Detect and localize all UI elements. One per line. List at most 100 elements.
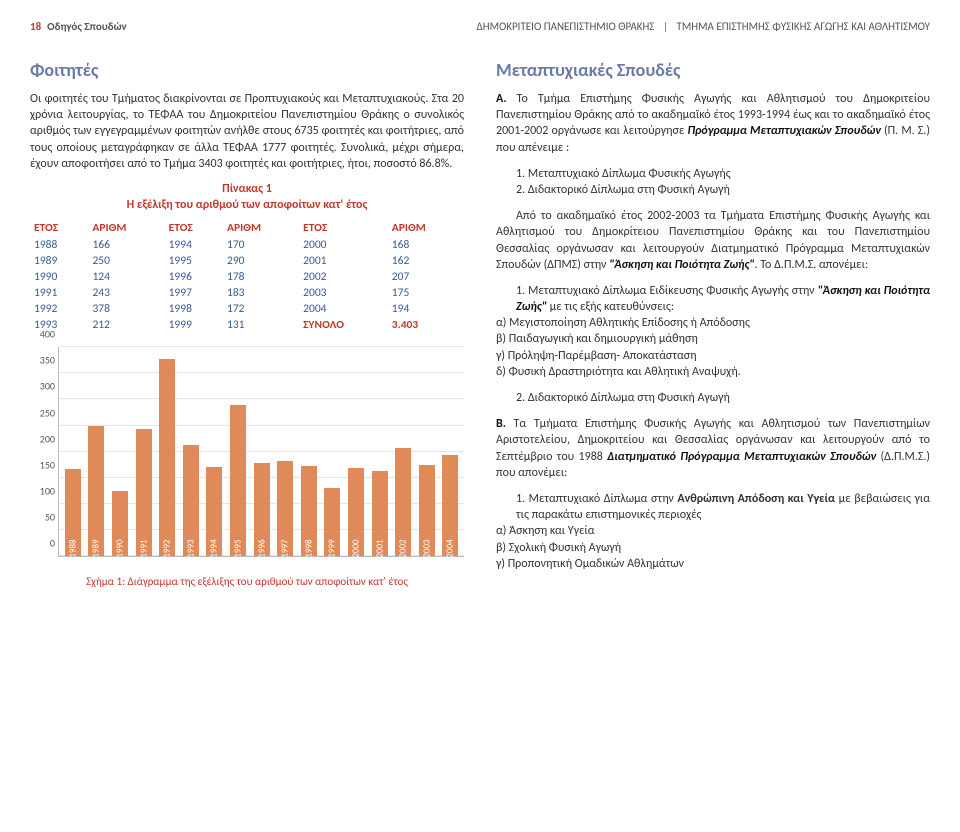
postgrad-heading: Μεταπτυχιακές Σπουδές: [496, 59, 930, 81]
chart-bar-label: 1999: [327, 540, 338, 558]
list2-item1-a: 1. Μεταπτυχιακό Δίπλωμα Ειδίκευσης Φυσικ…: [516, 284, 818, 298]
chart-bar-label: 1997: [280, 540, 291, 558]
chart-bar-wrap: 1994: [203, 347, 227, 556]
table-cell: 2000: [299, 237, 388, 253]
table-cell: 168: [388, 237, 464, 253]
table-title: Πίνακας 1 Η εξέλιξη του αριθμού των αποφ…: [30, 182, 464, 213]
header-separator: |: [663, 20, 668, 33]
header-right: ΔΗΜΟΚΡΙΤΕΙΟ ΠΑΝΕΠΙΣΤΗΜΙΟ ΘΡΑΚΗΣ | ΤΜΗΜΑ …: [477, 20, 930, 33]
table-cell: 250: [88, 253, 164, 269]
chart-bar-label: 1988: [67, 540, 78, 558]
list3-a: α) Άσκηση και Υγεία: [496, 523, 930, 539]
chart-bar-label: 1990: [114, 540, 125, 558]
chart-ytick: 150: [31, 458, 55, 471]
list3-c: γ) Προπονητική Ομαδικών Αθλημάτων: [496, 556, 930, 572]
th-count-1: ΑΡΙΘΜ: [88, 219, 164, 237]
table-cell: 1990: [30, 269, 88, 285]
th-count-3: ΑΡΙΘΜ: [388, 219, 464, 237]
th-year-1: ΕΤΟΣ: [30, 219, 88, 237]
th-year-3: ΕΤΟΣ: [299, 219, 388, 237]
chart-ytick: 200: [31, 432, 55, 445]
table-cell: ΣΥΝΟΛΟ: [299, 317, 388, 333]
list3-item1-a: 1. Μεταπτυχιακό Δίπλωμα στην: [516, 492, 677, 506]
table-cell: 131: [223, 317, 299, 333]
section-b-bold: Διατμηματικό Πρόγραμμα Μεταπτυχιακών Σπο…: [607, 450, 876, 464]
list3-item1: 1. Μεταπτυχιακό Δίπλωμα στην Ανθρώπινη Α…: [496, 491, 930, 523]
chart-bar-label: 1996: [256, 540, 267, 558]
table-row: 198925019952902001162: [30, 253, 464, 269]
students-heading: Φοιτητές: [30, 59, 464, 81]
table-cell: 1989: [30, 253, 88, 269]
list3-b: β) Σχολική Φυσική Αγωγή: [496, 540, 930, 556]
table-cell: 183: [223, 285, 299, 301]
list2-item2: 2. Διδακτορικό Δίπλωμα στη Φυσική Αγωγή: [496, 390, 930, 406]
right-column: Μεταπτυχιακές Σπουδές Α. Το Τμήμα Επιστή…: [496, 53, 930, 588]
section-a-bold: Πρόγραμμα Μεταπτυχιακών Σπουδών: [687, 124, 880, 138]
table-cell: 175: [388, 285, 464, 301]
chart-ytick: 350: [31, 354, 55, 367]
table-cell: 2003: [299, 285, 388, 301]
list2-d: δ) Φυσική Δραστηριότητα και Αθλητική Ανα…: [496, 364, 930, 380]
list2-b: β) Παιδαγωγική και δημιουργική μάθηση: [496, 331, 930, 347]
department-name: ΤΜΗΜΑ ΕΠΙΣΤΗΜΗΣ ΦΥΣΙΚΗΣ ΑΓΩΓΗΣ ΚΑΙ ΑΘΛΗΤ…: [676, 20, 930, 33]
chart-bar-wrap: 2001: [368, 347, 392, 556]
th-year-2: ΕΤΟΣ: [165, 219, 223, 237]
chart-bar: [136, 429, 152, 556]
chart-bar-label: 1994: [209, 540, 220, 558]
chart-ytick: 250: [31, 406, 55, 419]
chart-bar-wrap: 1991: [132, 347, 156, 556]
chart-ytick: 50: [31, 511, 55, 524]
chart-bar-label: 1995: [232, 540, 243, 558]
table-cell: 1991: [30, 285, 88, 301]
list1-item1: 1. Μεταπτυχιακό Δίπλωμα Φυσικής Αγωγής: [496, 166, 930, 182]
chart-bar-wrap: 1992: [155, 347, 179, 556]
list1-item2: 2. Διδακτορικό Δίπλωμα στη Φυσική Αγωγή: [496, 182, 930, 198]
para-2002: Από το ακαδημαϊκό έτος 2002-2003 τα Τμήμ…: [496, 208, 930, 273]
chart-bar-wrap: 1996: [250, 347, 274, 556]
table-row: 199012419961782002207: [30, 269, 464, 285]
chart-caption: Σχήμα 1: Διάγραμμα της εξέλιξης του αριθ…: [30, 575, 464, 588]
chart-ytick: 100: [31, 484, 55, 497]
table-cell: 1996: [165, 269, 223, 285]
chart-bar-label: 1989: [91, 540, 102, 558]
chart-bar-label: 1992: [162, 540, 173, 558]
table-header-row: ΕΤΟΣ ΑΡΙΘΜ ΕΤΟΣ ΑΡΙΘΜ ΕΤΟΣ ΑΡΙΘΜ: [30, 219, 464, 237]
chart-bar-label: 2004: [445, 540, 456, 558]
table-cell: 207: [388, 269, 464, 285]
section-a-lead: Α.: [496, 92, 507, 106]
chart-bar-wrap: 2002: [391, 347, 415, 556]
table-cell: 124: [88, 269, 164, 285]
table-cell: 162: [388, 253, 464, 269]
table-cell: 1995: [165, 253, 223, 269]
chart-bar: [159, 359, 175, 557]
section-a-paragraph: Α. Το Τμήμα Επιστήμης Φυσικής Αγωγής και…: [496, 91, 930, 156]
table-title-line2: Η εξέλιξη του αριθμού των αποφοίτων κατ'…: [30, 198, 464, 214]
bar-chart: 0501001502002503003504001988198919901991…: [58, 347, 464, 557]
table-cell: 378: [88, 301, 164, 317]
chart-bar-label: 1993: [185, 540, 196, 558]
chart-bar-wrap: 1989: [85, 347, 109, 556]
left-column: Φοιτητές Οι φοιτητές του Τμήματος διακρί…: [30, 53, 464, 588]
table-cell: 170: [223, 237, 299, 253]
table-row: 199237819981722004194: [30, 301, 464, 317]
chart-bar-wrap: 1993: [179, 347, 203, 556]
section-b-paragraph: Β. Τα Τμήματα Επιστήμης Φυσικής Αγωγής κ…: [496, 416, 930, 481]
chart-bar-wrap: 1997: [273, 347, 297, 556]
table-cell: 2001: [299, 253, 388, 269]
list2-a: α) Μεγιστοποίηση Αθλητικής Επίδοσης ή Απ…: [496, 315, 930, 331]
table-cell: 1998: [165, 301, 223, 317]
chart-bar-wrap: 1999: [321, 347, 345, 556]
table-cell: 3.403: [388, 317, 464, 333]
table-cell: 2002: [299, 269, 388, 285]
chart-bar-label: 2003: [421, 540, 432, 558]
chart-bar-wrap: 1998: [297, 347, 321, 556]
table-cell: 1999: [165, 317, 223, 333]
chart-bar-wrap: 2004: [439, 347, 463, 556]
chart-bar-label: 1991: [138, 540, 149, 558]
chart-bar-wrap: 2000: [344, 347, 368, 556]
chart-bar-label: 2002: [398, 540, 409, 558]
graduates-table: ΕΤΟΣ ΑΡΙΘΜ ΕΤΟΣ ΑΡΙΘΜ ΕΤΟΣ ΑΡΙΘΜ 1988166…: [30, 219, 464, 333]
list2-item1-b: με τις εξής κατευθύνσεις:: [547, 300, 674, 314]
table-cell: 290: [223, 253, 299, 269]
chart-ytick: 400: [31, 328, 55, 341]
